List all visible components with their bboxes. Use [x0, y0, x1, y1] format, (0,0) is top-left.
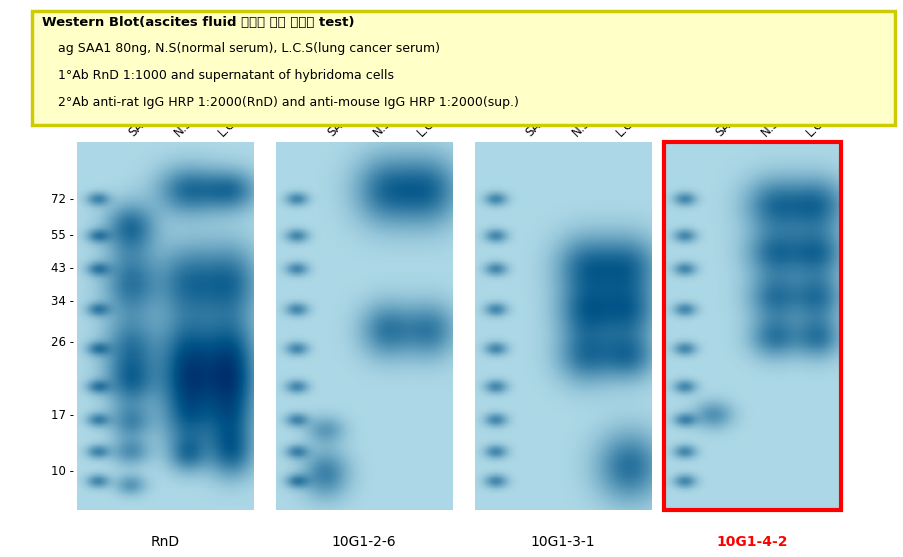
Text: 1°Ab RnD 1:1000 and supernatant of hybridoma cells: 1°Ab RnD 1:1000 and supernatant of hybri… — [42, 69, 394, 82]
Text: SAA1: SAA1 — [324, 108, 356, 139]
Text: 10G1-2-6: 10G1-2-6 — [331, 535, 396, 549]
Text: RnD: RnD — [150, 535, 180, 549]
Text: 2°Ab anti-rat IgG HRP 1:2000(RnD) and anti-mouse IgG HRP 1:2000(sup.): 2°Ab anti-rat IgG HRP 1:2000(RnD) and an… — [42, 96, 519, 109]
Text: Western Blot(ascites fluid 만들기 위한 마지막 test): Western Blot(ascites fluid 만들기 위한 마지막 te… — [42, 16, 355, 28]
Text: L.C.S: L.C.S — [613, 109, 643, 139]
Text: L.C.S: L.C.S — [414, 109, 444, 139]
Text: 10G1-4-2: 10G1-4-2 — [716, 535, 787, 549]
Text: N.S: N.S — [370, 116, 394, 139]
Text: SAA1: SAA1 — [712, 108, 744, 139]
Text: L.C.S: L.C.S — [803, 109, 833, 139]
Text: 55 -: 55 - — [51, 229, 74, 242]
Text: 72 -: 72 - — [51, 193, 74, 206]
Text: 43 -: 43 - — [51, 262, 74, 275]
Bar — [664, 142, 840, 510]
Text: L.C.S: L.C.S — [216, 109, 246, 139]
Text: 34 -: 34 - — [51, 295, 74, 309]
Text: SAA1: SAA1 — [126, 108, 157, 139]
Text: N.S: N.S — [569, 116, 592, 139]
Text: 26 -: 26 - — [51, 336, 74, 349]
Text: SAA1: SAA1 — [523, 108, 554, 139]
Text: 10G1-3-1: 10G1-3-1 — [530, 535, 594, 549]
Text: N.S: N.S — [172, 116, 195, 139]
Text: N.S: N.S — [759, 116, 782, 139]
Text: 17 -: 17 - — [51, 409, 74, 422]
Text: ag SAA1 80ng, N.S(normal serum), L.C.S(lung cancer serum): ag SAA1 80ng, N.S(normal serum), L.C.S(l… — [42, 42, 440, 55]
Text: 10 -: 10 - — [51, 465, 74, 477]
